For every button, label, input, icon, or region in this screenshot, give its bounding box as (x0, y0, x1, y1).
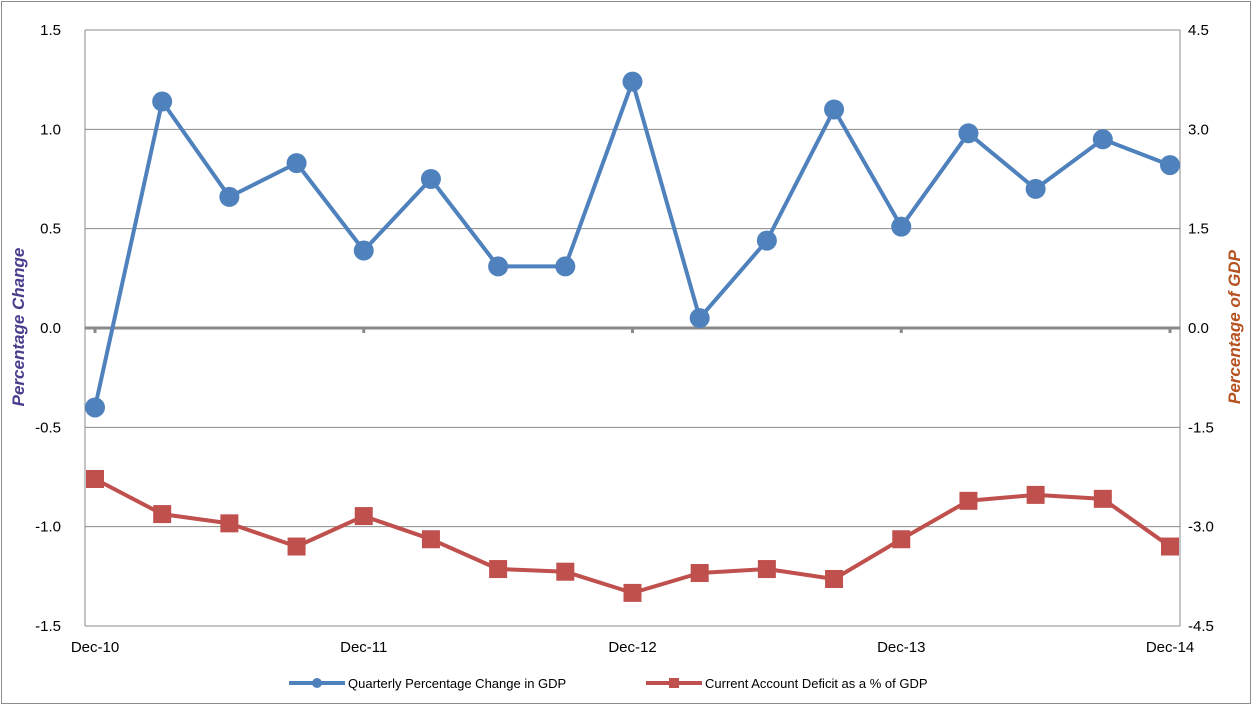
data-point (354, 507, 373, 526)
x-tick-label: Dec-12 (608, 639, 656, 656)
right-tick-label: -1.5 (1188, 419, 1214, 436)
data-point (1161, 537, 1179, 556)
data-point (690, 564, 709, 583)
left-tick-label: -1.0 (35, 519, 61, 536)
data-point (825, 569, 844, 588)
legend-label-gdp-change: Quarterly Percentage Change in GDP (348, 676, 566, 691)
right-tick-label: 3.0 (1188, 121, 1209, 138)
legend-label-current-account: Current Account Deficit as a % of GDP (705, 676, 928, 691)
data-point (421, 530, 440, 549)
data-point (623, 583, 642, 602)
data-point (420, 169, 441, 189)
series-current-account (86, 469, 1179, 602)
left-tick-label: 0.5 (40, 221, 61, 238)
axes (84, 30, 1181, 626)
data-point (555, 256, 576, 277)
x-tick-label: Dec-10 (71, 639, 119, 656)
data-point (622, 71, 643, 92)
data-point (958, 123, 979, 144)
x-tick-label: Dec-13 (877, 639, 925, 656)
data-point (757, 560, 776, 579)
left-axis-tick-labels: 1.5 1.0 0.5 0.0 -0.5 -1.0 -1.5 (35, 22, 61, 635)
data-point (1026, 485, 1045, 504)
series-layer (85, 71, 1180, 602)
legend-item-gdp-change: Quarterly Percentage Change in GDP (289, 676, 566, 691)
data-point (1025, 178, 1046, 199)
data-point (891, 216, 912, 237)
data-point (488, 256, 509, 277)
left-tick-label: 0.0 (40, 320, 61, 337)
data-point (85, 397, 105, 418)
series-line (93, 79, 1171, 408)
data-point (153, 505, 172, 524)
legend: Quarterly Percentage Change in GDP Curre… (289, 676, 928, 691)
data-point (220, 514, 239, 533)
series-line (94, 477, 1172, 595)
data-point (824, 99, 845, 120)
right-tick-label: 0.0 (1188, 320, 1209, 337)
data-point (286, 153, 307, 174)
x-tick-label: Dec-14 (1146, 639, 1194, 656)
data-point (489, 560, 508, 579)
data-point (219, 186, 240, 207)
legend-item-current-account: Current Account Deficit as a % of GDP (646, 676, 928, 691)
left-axis-title: Percentage Change (9, 248, 28, 407)
left-tick-label: 1.5 (40, 22, 61, 39)
right-tick-label: -3.0 (1188, 519, 1214, 536)
gridlines (85, 29, 1180, 627)
right-axis-title: Percentage of GDP (1225, 249, 1244, 404)
right-tick-label: 1.5 (1188, 221, 1209, 238)
left-tick-label: -0.5 (35, 419, 61, 436)
data-point (1092, 129, 1113, 150)
data-point (892, 530, 911, 549)
data-point (287, 537, 306, 556)
data-point (1160, 155, 1180, 176)
data-point (556, 562, 575, 581)
right-tick-label: -4.5 (1188, 618, 1214, 635)
series-gdp-change (85, 71, 1180, 418)
left-tick-label: -1.5 (35, 618, 61, 635)
x-axis-tick-labels: Dec-10 Dec-11 Dec-12 Dec-13 Dec-14 (71, 639, 1194, 656)
data-point (86, 469, 104, 488)
data-point (353, 240, 374, 261)
x-tick-label: Dec-11 (340, 639, 387, 656)
data-point (152, 91, 173, 112)
data-point (959, 491, 978, 510)
right-axis-tick-labels: 4.5 3.0 1.5 0.0 -1.5 -3.0 -4.5 (1188, 22, 1214, 635)
right-tick-label: 4.5 (1188, 22, 1209, 39)
left-tick-label: 1.0 (40, 121, 61, 138)
data-point (1093, 489, 1112, 508)
data-point (756, 230, 777, 251)
data-point (689, 308, 710, 329)
